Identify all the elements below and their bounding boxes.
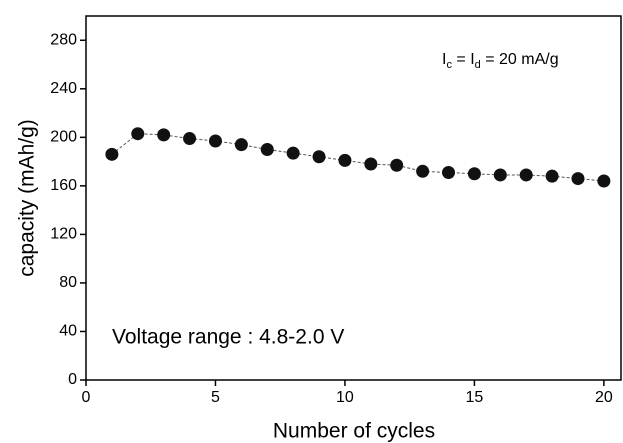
data-point [416,164,430,178]
data-point [208,134,222,148]
x-axis-label: Number of cycles [273,420,435,443]
x-tick-label: 5 [211,389,220,406]
data-point [338,153,352,167]
data-point [364,157,378,171]
annotation-part: = I [452,51,475,68]
data-point [286,146,300,160]
y-tick-label: 240 [50,80,77,97]
data-point [183,132,197,146]
data-point [467,167,481,181]
x-tick-label: 10 [336,389,354,406]
data-point [571,172,585,186]
data-point [131,127,145,141]
data-point [519,168,533,182]
y-tick-label: 40 [59,323,77,340]
y-tick-label: 160 [50,177,77,194]
annotation: Ic = Id = 20 mA/g [442,51,559,71]
x-tick-label: 0 [82,389,91,406]
data-point [545,169,559,183]
data-point [260,142,274,156]
data-point [105,147,119,161]
y-axis-label: capacity (mAh/g) [16,119,39,277]
data-point [442,166,456,180]
y-tick-label: 280 [50,31,77,48]
annotation-part: I [442,51,446,68]
y-tick-label: 0 [68,371,77,388]
annotation: Voltage range : 4.8-2.0 V [112,326,344,349]
data-point [157,128,171,142]
data-point [312,150,326,164]
annotation-part: d [475,59,481,71]
x-tick-label: 15 [466,389,484,406]
y-tick-label: 80 [59,274,77,291]
annotation-part: c [446,59,452,71]
x-tick-label: 20 [595,389,613,406]
data-point [597,174,611,188]
y-tick-label: 200 [50,129,77,146]
data-point [493,168,507,182]
y-tick-label: 120 [50,226,77,243]
data-point [390,158,404,172]
data-point [234,138,248,152]
plot-frame [85,15,622,381]
annotation-part: = 20 mA/g [481,51,559,68]
